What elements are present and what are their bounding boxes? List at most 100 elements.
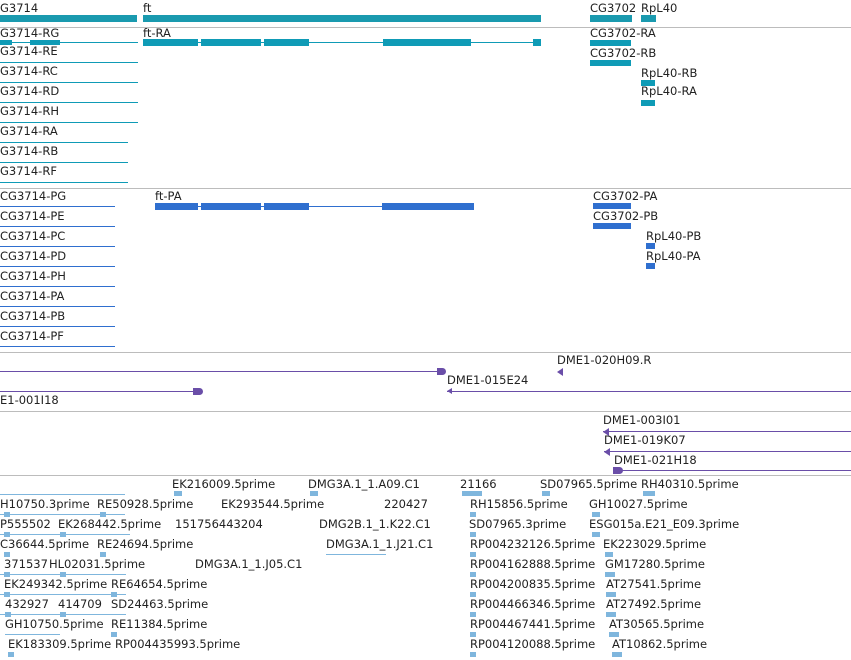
protein-row[interactable]: CG3714-PD	[0, 249, 120, 269]
protein-row[interactable]: RpL40-PA	[646, 249, 726, 269]
transcript-line	[143, 42, 541, 43]
transcript-row[interactable]: ft-RA	[143, 27, 543, 48]
cdna-label[interactable]: ESG015a.E21_E09.3prime	[589, 517, 740, 531]
est-line[interactable]	[0, 391, 200, 392]
est-label[interactable]: E1-001I18	[0, 393, 59, 407]
cdna-label[interactable]: GH10027.5prime	[589, 497, 688, 511]
transcript-row[interactable]: G3714-RA	[0, 124, 140, 148]
cdna-label[interactable]: EK223029.5prime	[603, 537, 707, 551]
transcript-row[interactable]: G3714-RF	[0, 165, 140, 188]
gene-bar[interactable]	[0, 15, 137, 22]
cdna-label[interactable]: 151756443204	[175, 517, 263, 531]
protein-row[interactable]: CG3702-PB	[593, 209, 673, 229]
transcript-row[interactable]: G3714-RE	[0, 45, 140, 68]
cdna-label[interactable]: H10750.3prime	[0, 497, 90, 511]
cdna-marker	[592, 532, 600, 537]
cdna-label[interactable]: DMG3A.1_1.J21.C1	[326, 537, 434, 551]
cdna-label[interactable]: RP004120088.5prime	[470, 637, 596, 651]
cdna-label[interactable]: RE50928.5prime	[97, 497, 194, 511]
cdna-label[interactable]: DMG2B.1_1.K22.C1	[319, 517, 431, 531]
cdna-label[interactable]: HL02031.5prime	[49, 557, 146, 571]
protein-row[interactable]: CG3714-PB	[0, 309, 120, 329]
cdna-label[interactable]: SD07965.3prime	[469, 517, 567, 531]
cdna-marker	[470, 552, 476, 557]
cdna-label[interactable]: AT27492.5prime	[606, 597, 702, 611]
cdna-label[interactable]: RE24694.5prime	[97, 537, 194, 551]
cdna-label[interactable]: 371537	[4, 557, 48, 571]
track-divider	[0, 27, 851, 28]
gene-label[interactable]: ft	[143, 1, 152, 15]
cdna-label[interactable]: 414709	[58, 597, 102, 611]
cdna-label[interactable]: RP004467441.5prime	[470, 617, 596, 631]
protein-row[interactable]: CG3702-PA	[593, 189, 673, 209]
protein-row[interactable]: CG3714-PG	[0, 189, 120, 209]
cdna-label[interactable]: RH40310.5prime	[641, 477, 739, 491]
gene-label[interactable]: CG3702	[590, 1, 637, 15]
cdna-label[interactable]: EK216009.5prime	[172, 477, 276, 491]
transcript-row[interactable]: G3714-RG	[0, 27, 140, 48]
cdna-label[interactable]: RH15856.5prime	[470, 497, 568, 511]
est-label[interactable]: DME1-020H09.R	[557, 353, 652, 367]
cdna-label[interactable]: EK293544.5prime	[221, 497, 325, 511]
est-arrow	[604, 448, 610, 456]
est-line[interactable]	[603, 431, 851, 432]
cdna-label[interactable]: EK249342.5prime	[4, 577, 108, 591]
gene-label[interactable]: RpL40	[641, 1, 678, 15]
transcript-label: G3714-RA	[0, 124, 58, 138]
cdna-label[interactable]: 432927	[5, 597, 49, 611]
est-label[interactable]: DME1-021H18	[614, 453, 697, 467]
gene-label[interactable]: G3714	[0, 1, 39, 15]
cdna-marker	[592, 512, 600, 517]
transcript-line	[0, 182, 128, 183]
cdna-label[interactable]: RP004162888.5prime	[470, 557, 596, 571]
cdna-label[interactable]: C36644.5prime	[0, 537, 90, 551]
cdna-label[interactable]: RE64654.5prime	[111, 577, 208, 591]
transcript-row[interactable]: G3714-RH	[0, 105, 140, 128]
transcript-row[interactable]: RpL40-RA	[641, 85, 721, 108]
est-line[interactable]	[604, 451, 851, 452]
cdna-label[interactable]: RP004466346.5prime	[470, 597, 596, 611]
protein-row[interactable]: CG3714-PA	[0, 289, 120, 309]
cdna-label[interactable]: AT10862.5prime	[612, 637, 708, 651]
protein-row[interactable]: ft-PA	[155, 189, 475, 211]
cdna-label[interactable]: AT30565.5prime	[609, 617, 705, 631]
protein-row[interactable]: CG3714-PC	[0, 229, 120, 249]
cdna-label[interactable]: SD24463.5prime	[111, 597, 209, 611]
cdna-label[interactable]: 21166	[460, 477, 497, 491]
est-label[interactable]: DME1-019K07	[604, 433, 686, 447]
est-line[interactable]	[447, 391, 851, 392]
cdna-label[interactable]: GM17280.5prime	[605, 557, 705, 571]
cdna-label[interactable]: EK268442.5prime	[58, 517, 162, 531]
est-line[interactable]	[614, 470, 851, 471]
protein-row[interactable]: CG3714-PF	[0, 329, 120, 349]
protein-row[interactable]: RpL40-PB	[646, 229, 726, 249]
transcript-row[interactable]: RpL40-RB	[641, 67, 721, 88]
cdna-label[interactable]: P555502	[0, 517, 51, 531]
protein-row[interactable]: CG3714-PE	[0, 209, 120, 229]
est-label[interactable]: DME1-015E24	[447, 373, 529, 387]
cdna-label[interactable]: RP004435993.5prime	[115, 637, 241, 651]
transcript-row[interactable]: CG3702-RB	[590, 47, 656, 68]
transcript-row[interactable]: G3714-RB	[0, 145, 140, 168]
transcript-row[interactable]: G3714-RD	[0, 85, 140, 108]
protein-row[interactable]: CG3714-PH	[0, 269, 120, 289]
transcript-row[interactable]: G3714-RC	[0, 65, 140, 88]
cdna-label[interactable]: DMG3A.1_1.J05.C1	[195, 557, 303, 571]
transcript-row[interactable]: CG3702-RA	[590, 27, 656, 48]
gene-bar[interactable]	[143, 15, 541, 22]
cdna-label[interactable]: EK183309.5prime	[8, 637, 112, 651]
gene-bar[interactable]	[641, 15, 656, 22]
cdna-label[interactable]: SD07965.5prime	[540, 477, 638, 491]
est-label[interactable]: DME1-003I01	[603, 413, 681, 427]
cdna-label[interactable]: DMG3A.1_1.A09.C1	[308, 477, 420, 491]
cdna-label[interactable]: RP004232126.5prime	[470, 537, 596, 551]
track-divider	[0, 188, 851, 189]
cdna-label[interactable]: RP004200835.5prime	[470, 577, 596, 591]
gene-bar[interactable]	[590, 15, 632, 22]
cdna-label[interactable]: AT27541.5prime	[606, 577, 702, 591]
protein-label: ft-PA	[155, 189, 182, 203]
cdna-label[interactable]: 220427	[384, 497, 428, 511]
cdna-label[interactable]: RE11384.5prime	[111, 617, 208, 631]
cdna-label[interactable]: GH10750.5prime	[5, 617, 104, 631]
est-line[interactable]	[0, 371, 440, 372]
